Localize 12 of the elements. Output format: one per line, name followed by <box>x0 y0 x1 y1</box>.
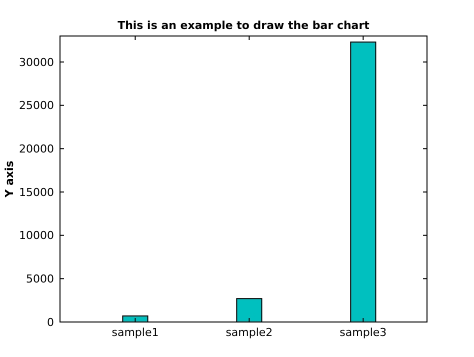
y-tick-label: 10000 <box>19 229 54 242</box>
y-axis-title: Y axis <box>3 160 16 198</box>
y-tick-label: 25000 <box>19 99 54 112</box>
y-tick-label: 5000 <box>26 272 54 286</box>
x-tick-label: sample3 <box>340 326 387 339</box>
y-tick-label: 20000 <box>19 142 54 156</box>
y-tick-label: 30000 <box>19 56 54 69</box>
y-tick-label: 15000 <box>19 186 54 199</box>
y-tick-label: 0 <box>47 316 54 329</box>
chart-title: This is an example to draw the bar chart <box>118 19 370 32</box>
x-tick-label: sample1 <box>112 326 159 339</box>
x-tick-label: sample2 <box>226 326 273 339</box>
